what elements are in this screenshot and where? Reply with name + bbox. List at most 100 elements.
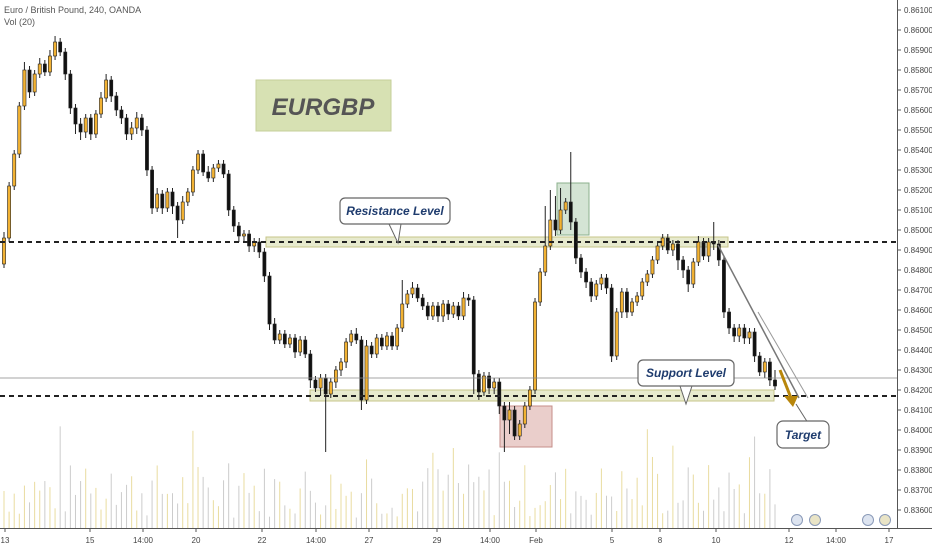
candle-body — [619, 291, 624, 313]
x-tick-label: 14:00 — [480, 536, 501, 545]
volume-bar — [3, 491, 5, 528]
volume-bar — [233, 517, 235, 528]
candle-body — [461, 297, 466, 317]
candle-body — [573, 221, 578, 259]
volume-bar — [202, 476, 204, 528]
volume-bar — [406, 488, 408, 528]
candle-body — [476, 373, 481, 393]
volume-bar — [136, 510, 138, 528]
candle-body — [635, 295, 640, 303]
x-tick-label: Feb — [529, 536, 543, 545]
candle-body — [670, 243, 675, 251]
candle-body — [119, 109, 124, 119]
trend-line-upper — [717, 244, 800, 399]
volume-bar — [299, 488, 301, 528]
candle-body — [579, 257, 583, 273]
volume-bar — [360, 493, 362, 528]
volume-bar — [774, 504, 776, 528]
volume-bar — [34, 481, 36, 528]
volume-bar — [524, 465, 526, 528]
y-tick-label: 0.83700 — [904, 486, 932, 495]
volume-bar — [263, 468, 265, 528]
candle-body — [349, 333, 354, 343]
candle-body — [68, 73, 73, 109]
candle-body — [303, 339, 308, 355]
candle-body — [124, 117, 129, 135]
y-tick-label: 0.85900 — [904, 46, 932, 55]
x-tick-label: 15 — [86, 536, 95, 545]
candle-body — [73, 107, 78, 125]
candle-body — [37, 63, 42, 75]
candle-body — [528, 389, 532, 407]
volume-bar — [432, 452, 434, 528]
volume-bar — [217, 506, 219, 528]
volume-bar — [85, 468, 87, 528]
candle-body — [114, 95, 119, 111]
volume-bar — [274, 479, 276, 528]
volume-bar — [401, 493, 403, 528]
volume-bar — [463, 493, 465, 528]
candle-body — [313, 379, 318, 389]
candle-body — [257, 241, 262, 253]
candle-body — [104, 79, 109, 99]
volume-bar — [723, 511, 725, 528]
volume-bar — [692, 474, 694, 528]
y-tick-label: 0.83800 — [904, 466, 932, 475]
resistance-callout-box — [339, 197, 451, 225]
candle-body — [277, 333, 282, 341]
volume-bar — [187, 503, 189, 528]
volume-bar — [498, 452, 500, 528]
candle-body — [773, 379, 777, 387]
y-tick-label: 0.84400 — [904, 346, 932, 355]
candle-body — [706, 241, 711, 257]
candle-body — [563, 201, 568, 211]
candle-body — [456, 305, 461, 317]
candle-body — [420, 297, 425, 307]
candle-body — [236, 225, 241, 237]
candle-body — [196, 153, 200, 171]
volume-bar — [575, 491, 577, 528]
candle-body — [318, 377, 323, 389]
price-axis-bg — [897, 0, 932, 550]
candle-body — [139, 117, 144, 131]
candle-body — [768, 361, 772, 381]
volume-bar — [381, 513, 383, 528]
y-tick-label: 0.85800 — [904, 66, 932, 75]
volume-bar — [539, 505, 541, 528]
candle-body — [676, 243, 680, 261]
volume-bar — [626, 488, 628, 528]
volume-bar — [8, 511, 10, 528]
candle-body — [471, 299, 476, 375]
candle-body — [757, 355, 762, 373]
candle-body — [609, 287, 614, 357]
candle-body — [507, 409, 512, 421]
volume-bar — [457, 483, 459, 528]
candle-body — [752, 331, 757, 357]
volume-bar — [728, 472, 730, 528]
candle-body — [191, 169, 195, 193]
volume-bar — [340, 483, 342, 528]
volume-bar — [355, 517, 357, 528]
volume-bar — [514, 506, 516, 528]
volume-bar — [508, 480, 510, 528]
candle-body — [328, 381, 333, 395]
y-tick-label: 0.84700 — [904, 286, 932, 295]
candle-body — [533, 301, 537, 391]
volume-bar — [243, 473, 245, 528]
candle-body — [32, 73, 37, 93]
y-tick-label: 0.86100 — [904, 6, 932, 15]
candle-body — [553, 219, 558, 231]
volume-bar — [350, 491, 352, 528]
volume-bar — [769, 469, 771, 528]
volume-bar — [212, 500, 214, 528]
volume-bar — [207, 487, 209, 528]
candle-body — [645, 273, 650, 283]
symbol-header: Euro / British Pound, 240, OANDA — [4, 5, 142, 15]
event-icon — [809, 514, 821, 526]
volume-bar — [733, 488, 735, 528]
x-tick-label: 29 — [433, 536, 442, 545]
volume-bar — [156, 465, 158, 528]
support-callout: Support Level — [637, 359, 735, 406]
